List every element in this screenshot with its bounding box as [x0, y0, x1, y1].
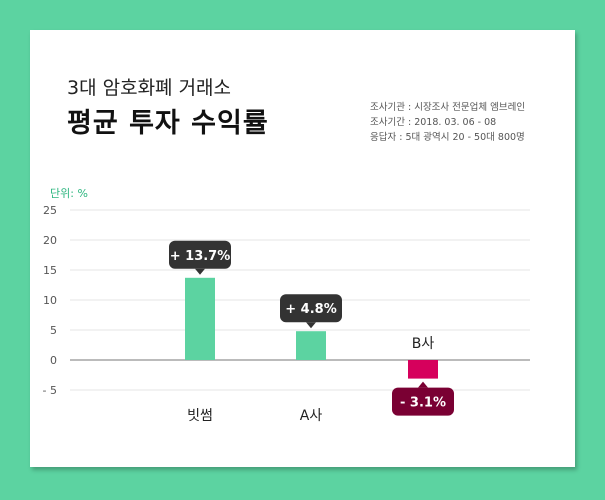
y-tick-label: 15: [43, 264, 57, 277]
survey-respondents: 응답자 : 5대 광역시 20 - 50대 800명: [370, 132, 525, 143]
y-tick-label: 5: [50, 324, 57, 337]
chart-card: 3대 암호화폐 거래소 평균 투자 수익률 조사기관 : 시장조사 전문업체 엠…: [30, 30, 575, 467]
survey-org: 조사기관 : 시장조사 전문업체 엠브레인: [370, 102, 526, 113]
y-tick-label: - 5: [43, 384, 57, 397]
survey-period: 조사기간 : 2018. 03. 06 - 08: [370, 117, 497, 128]
data-label-bubble: [392, 387, 454, 416]
unit-label: 단위: %: [50, 187, 88, 200]
data-label-pointer: [306, 322, 316, 329]
bar: [185, 277, 215, 360]
bar: [296, 331, 326, 360]
data-label: - 3.1%: [400, 396, 446, 411]
data-label-pointer: [418, 381, 428, 388]
y-tick-label: 0: [50, 354, 57, 367]
y-tick-label: 20: [43, 234, 57, 247]
survey-info: 조사기관 : 시장조사 전문업체 엠브레인 조사기간 : 2018. 03. 0…: [370, 100, 525, 145]
y-tick-label: 25: [43, 204, 57, 217]
data-label-pointer: [195, 268, 205, 275]
chart-title: 평균 투자 수익률: [67, 108, 269, 139]
category-label: B사: [412, 336, 435, 352]
y-tick-label: 10: [43, 294, 57, 307]
data-label: + 13.7%: [170, 249, 231, 264]
category-label: 빗썸: [187, 408, 213, 424]
data-label-bubble: [169, 240, 231, 269]
chart-subtitle: 3대 암호화폐 거래소: [67, 77, 232, 99]
bar: [408, 360, 438, 379]
data-label-bubble: [280, 294, 342, 323]
bar-chart: 단위: % 25 20 15 10 5 0 - 5 + 13.7% 빗썸 + 4.8% A사 - 3.1…: [43, 187, 530, 424]
data-label: + 4.8%: [285, 302, 336, 317]
category-label: A사: [300, 408, 323, 424]
